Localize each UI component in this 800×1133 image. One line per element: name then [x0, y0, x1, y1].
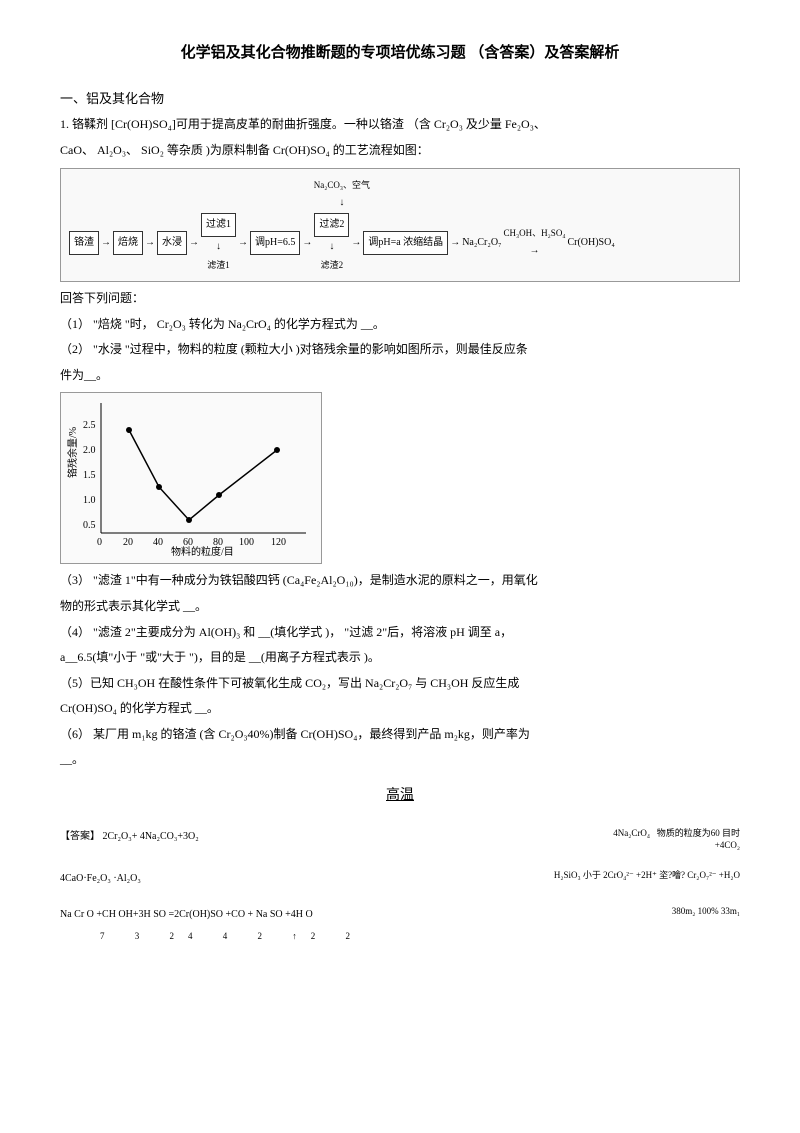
q1-sub2b: 件为__。 — [60, 365, 740, 387]
q1-sub4b: a__6.5(填"小于 "或"大于 ")，目的是 __(用离子方程式表示 )。 — [60, 647, 740, 669]
q1-sub3a: （3） "滤渣 1"中有一种成分为铁铝酸四钙 (Ca₄Fe₂Al₂O₁₀)，是制… — [60, 570, 740, 592]
svg-text:100: 100 — [239, 537, 254, 548]
arrow-right-icon: → — [101, 234, 111, 252]
q1-sub6a: （6） 某厂用 m₁kg 的铬渣 (含 Cr₂O₃40%)制备 Cr(OH)SO… — [60, 724, 740, 746]
arrow-right-icon: → — [238, 234, 248, 252]
arrow-right-icon: → — [351, 234, 361, 252]
q1-sub4a: （4） "滤渣 2"主要成分为 Al(OH)₃ 和 __(填化学式 )， "过滤… — [60, 622, 740, 644]
flow-node-5: 过滤2 — [314, 213, 349, 237]
chart-ylabel: 铬残余量/% — [66, 427, 79, 478]
answer-eq1-right2: +4CO₂ — [613, 840, 740, 852]
residue-chart: 铬残余量/% 物料的粒度/目 0.5 1.0 1.5 2.0 2.5 0 20 … — [60, 392, 322, 564]
flow-side-label: CH₃OH、H₂SO₄ — [504, 225, 566, 241]
svg-text:1.5: 1.5 — [83, 470, 96, 481]
q1-sub2a: （2） "水浸 "过程中，物料的粒度 (颗粒大小 )对铬残余量的影响如图所示，则… — [60, 339, 740, 361]
arrow-right-icon: → — [529, 242, 539, 260]
flow-node-4: 调pH=6.5 — [250, 231, 300, 255]
flow-node-1: 焙烧 — [113, 231, 143, 255]
page-title: 化学铝及其化合物推断题的专项培优练习题 （含答案）及答案解析 — [60, 40, 740, 67]
svg-text:2.0: 2.0 — [83, 445, 96, 456]
flow-node-8: Cr(OH)SO₄ — [567, 234, 614, 252]
answer-label: 【答案】 — [60, 831, 100, 842]
svg-text:0.5: 0.5 — [83, 520, 96, 531]
svg-text:120: 120 — [271, 537, 286, 548]
answer-ionic-eq: H₂SiO₃ 小于 2CrO₄²⁻ +2H⁺ 垐?噲? Cr₂O₇²⁻ +H₂O — [554, 870, 740, 888]
flow-node-6: 调pH=a 浓缩结晶 — [363, 231, 448, 255]
q1-intro-line1: 1. 铬鞣剂 [Cr(OH)SO₄]可用于提高皮革的耐曲折强度。一种以铬渣 （含… — [60, 114, 740, 136]
svg-text:80: 80 — [213, 537, 223, 548]
answer-eq1-left: 2Cr₂O₃+ 4Na₂CO₃+3O₂ — [103, 831, 199, 842]
q1-sub1: （1） "焙烧 "时， Cr₂O₃ 转化为 Na₂CrO₄ 的化学方程式为 __… — [60, 314, 740, 336]
answer-yield: 380m₂ 100% 33m₁ — [672, 906, 740, 924]
answer-eq3: Na Cr O +CH OH+3H SO =2Cr(OH)SO +CO + Na… — [60, 906, 313, 924]
chart-xlabel: 物料的粒度/目 — [171, 545, 234, 558]
section-heading: 一、铝及其化合物 — [60, 87, 740, 110]
svg-text:1.0: 1.0 — [83, 495, 96, 506]
svg-text:40: 40 — [153, 537, 163, 548]
q1-sub5a: （5）已知 CH₃OH 在酸性条件下可被氧化生成 CO₂，写出 Na₂Cr₂O₇… — [60, 673, 740, 695]
flow-residue1: 滤渣1 — [207, 257, 230, 273]
svg-text:60: 60 — [183, 537, 193, 548]
arrow-right-icon: → — [189, 234, 199, 252]
answer-block: 【答案】 2Cr₂O₃+ 4Na₂CO₃+3O₂ 4Na₂CrO₄ 物质的粒度为… — [60, 828, 740, 944]
flow-node-2: 水浸 — [157, 231, 187, 255]
arrow-down-icon: ↓ — [339, 194, 344, 212]
center-reaction-condition: 高温 — [60, 783, 740, 808]
answer-subscripts: 7 3 24 4 2 ↑2 2 — [60, 928, 740, 944]
arrow-down-icon: ↓ — [216, 238, 221, 256]
flow-node-3: 过滤1 — [201, 213, 236, 237]
q1-intro-line2: CaO、 Al₂O₃、 SiO₂ 等杂质 )为原料制备 Cr(OH)SO₄ 的工… — [60, 140, 740, 162]
answer-oxide-formula: 4CaO·Fe₂O₃ ·Al₂O₃ — [60, 870, 141, 888]
arrow-down-icon: ↓ — [329, 238, 334, 256]
flow-node-0: 铬渣 — [69, 231, 99, 255]
flow-node-7: Na₂Cr₂O₇ — [462, 234, 501, 252]
answer-condition-text: 物质的粒度为60 目时 — [657, 828, 740, 838]
arrow-right-icon: → — [302, 234, 312, 252]
q1-sub5b: Cr(OH)SO₄ 的化学方程式 __。 — [60, 698, 740, 720]
arrow-right-icon: → — [450, 234, 460, 252]
flow-top-label: Na₂CO₃、空气 — [314, 177, 370, 193]
flow-residue2: 滤渣2 — [321, 257, 344, 273]
process-flow-diagram: Na₂CO₃、空气 ↓ 铬渣 → 焙烧 → 水浸 → 过滤1 ↓ 滤渣1 → 调… — [60, 168, 740, 282]
svg-text:2.5: 2.5 — [83, 420, 96, 431]
svg-text:20: 20 — [123, 537, 133, 548]
q1-sub6b: __。 — [60, 749, 740, 771]
svg-text:0: 0 — [97, 537, 102, 548]
arrow-right-icon: → — [145, 234, 155, 252]
answer-eq1-right1: 4Na₂CrO₄ — [613, 828, 650, 838]
answer-prompt: 回答下列问题： — [60, 288, 740, 310]
q1-sub3b: 物的形式表示其化学式 __。 — [60, 596, 740, 618]
